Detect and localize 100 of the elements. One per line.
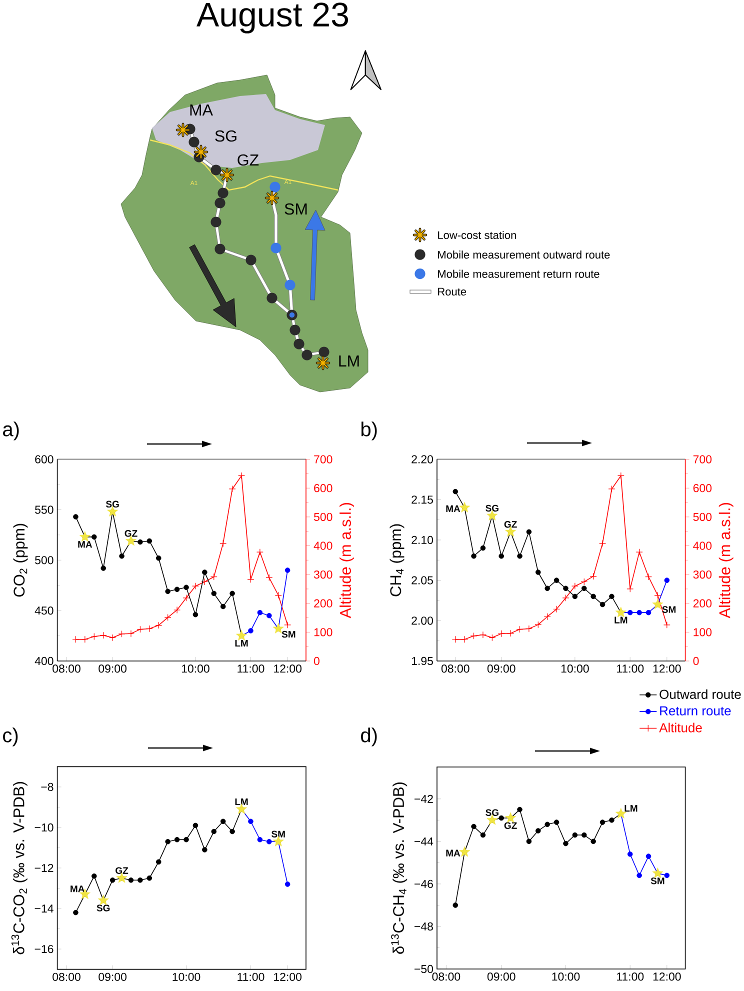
point (563, 586, 568, 592)
point (248, 818, 254, 824)
point (498, 553, 504, 559)
x-tick-label: 09:00 (487, 664, 516, 673)
point (109, 634, 116, 642)
y-tick-label: 500 (35, 556, 54, 564)
point (517, 553, 522, 559)
point (488, 634, 496, 642)
point (452, 488, 458, 494)
point (211, 828, 217, 834)
point (627, 610, 633, 616)
annotation: SM (282, 630, 296, 638)
text: MA (190, 104, 213, 116)
point (664, 578, 670, 583)
annotation: LM (235, 798, 248, 806)
annotation: SG (486, 504, 498, 512)
point (599, 540, 606, 547)
y2-tick-label: 500 (314, 512, 332, 521)
y2-tick-label: 700 (693, 455, 712, 464)
point (571, 582, 578, 590)
point (636, 610, 642, 616)
point (479, 631, 486, 638)
point (590, 572, 597, 580)
point (156, 555, 162, 561)
y2-tick-label: 600 (693, 484, 712, 492)
point (155, 622, 162, 629)
x-tick-label: 09:00 (487, 972, 516, 981)
point (220, 818, 226, 824)
y-tick-label: 550 (35, 506, 54, 514)
point (627, 852, 633, 857)
point (238, 472, 246, 480)
point (247, 576, 254, 583)
point (470, 632, 478, 640)
point (72, 636, 80, 643)
point (256, 548, 264, 556)
point (615, 606, 626, 618)
point (146, 875, 152, 881)
point (562, 594, 570, 602)
point (73, 514, 78, 520)
point (100, 566, 106, 571)
point (572, 832, 578, 838)
text: SM (284, 203, 307, 215)
x-tick-label: 09:00 (98, 664, 126, 673)
point (192, 582, 199, 590)
point (266, 574, 273, 582)
y2-tick-label: 0 (314, 656, 320, 666)
point (230, 828, 235, 834)
annotation: SG (486, 809, 498, 816)
point (266, 839, 272, 844)
y2-tick-label: 500 (693, 512, 712, 521)
x-tick-label: 12:00 (653, 972, 681, 981)
y-tick-label: 1.95 (412, 656, 433, 666)
point (553, 606, 560, 613)
y-tick-label: −50 (414, 964, 434, 974)
y-tick-label: 600 (35, 455, 54, 464)
point (536, 570, 541, 575)
annotation: SG (106, 500, 119, 508)
point (609, 818, 614, 823)
y2-tick-label: 200 (693, 599, 712, 608)
point (572, 594, 578, 600)
y-tick-label: −46 (414, 880, 433, 888)
point (617, 472, 624, 480)
point (507, 630, 514, 637)
point (211, 590, 217, 596)
annotation: MA (78, 541, 92, 548)
annotation: GZ (116, 867, 128, 874)
x-tick-label: 10:00 (172, 972, 200, 981)
point (544, 822, 550, 828)
point (652, 868, 664, 878)
point (654, 592, 662, 599)
point (284, 621, 292, 628)
annotation: GZ (504, 520, 517, 528)
point (626, 585, 634, 592)
point (79, 531, 90, 542)
point (118, 630, 126, 638)
text: GZ (238, 154, 259, 166)
text: Mobile measurement return route (438, 270, 600, 278)
chart-title: a) (3, 422, 19, 440)
point (174, 586, 180, 592)
point (119, 553, 124, 559)
annotation: LM (624, 805, 638, 812)
point (81, 636, 88, 643)
point (138, 539, 143, 545)
point (517, 806, 522, 812)
point (220, 604, 226, 610)
point (590, 594, 596, 600)
text: August 23 (196, 2, 348, 34)
point (554, 578, 560, 583)
point (563, 840, 568, 846)
y-tick-label: 2.05 (412, 576, 433, 584)
point (636, 548, 643, 556)
point (98, 894, 109, 906)
y-tick-label: 2.10 (412, 536, 434, 544)
point (459, 846, 470, 857)
y-axis-title: CO$_{2}$ (ppm) (13, 524, 28, 597)
point (498, 630, 505, 638)
point (165, 839, 170, 844)
point (459, 502, 470, 512)
x-tick-label: 10:00 (182, 664, 210, 673)
y-tick-label: −16 (34, 944, 54, 954)
